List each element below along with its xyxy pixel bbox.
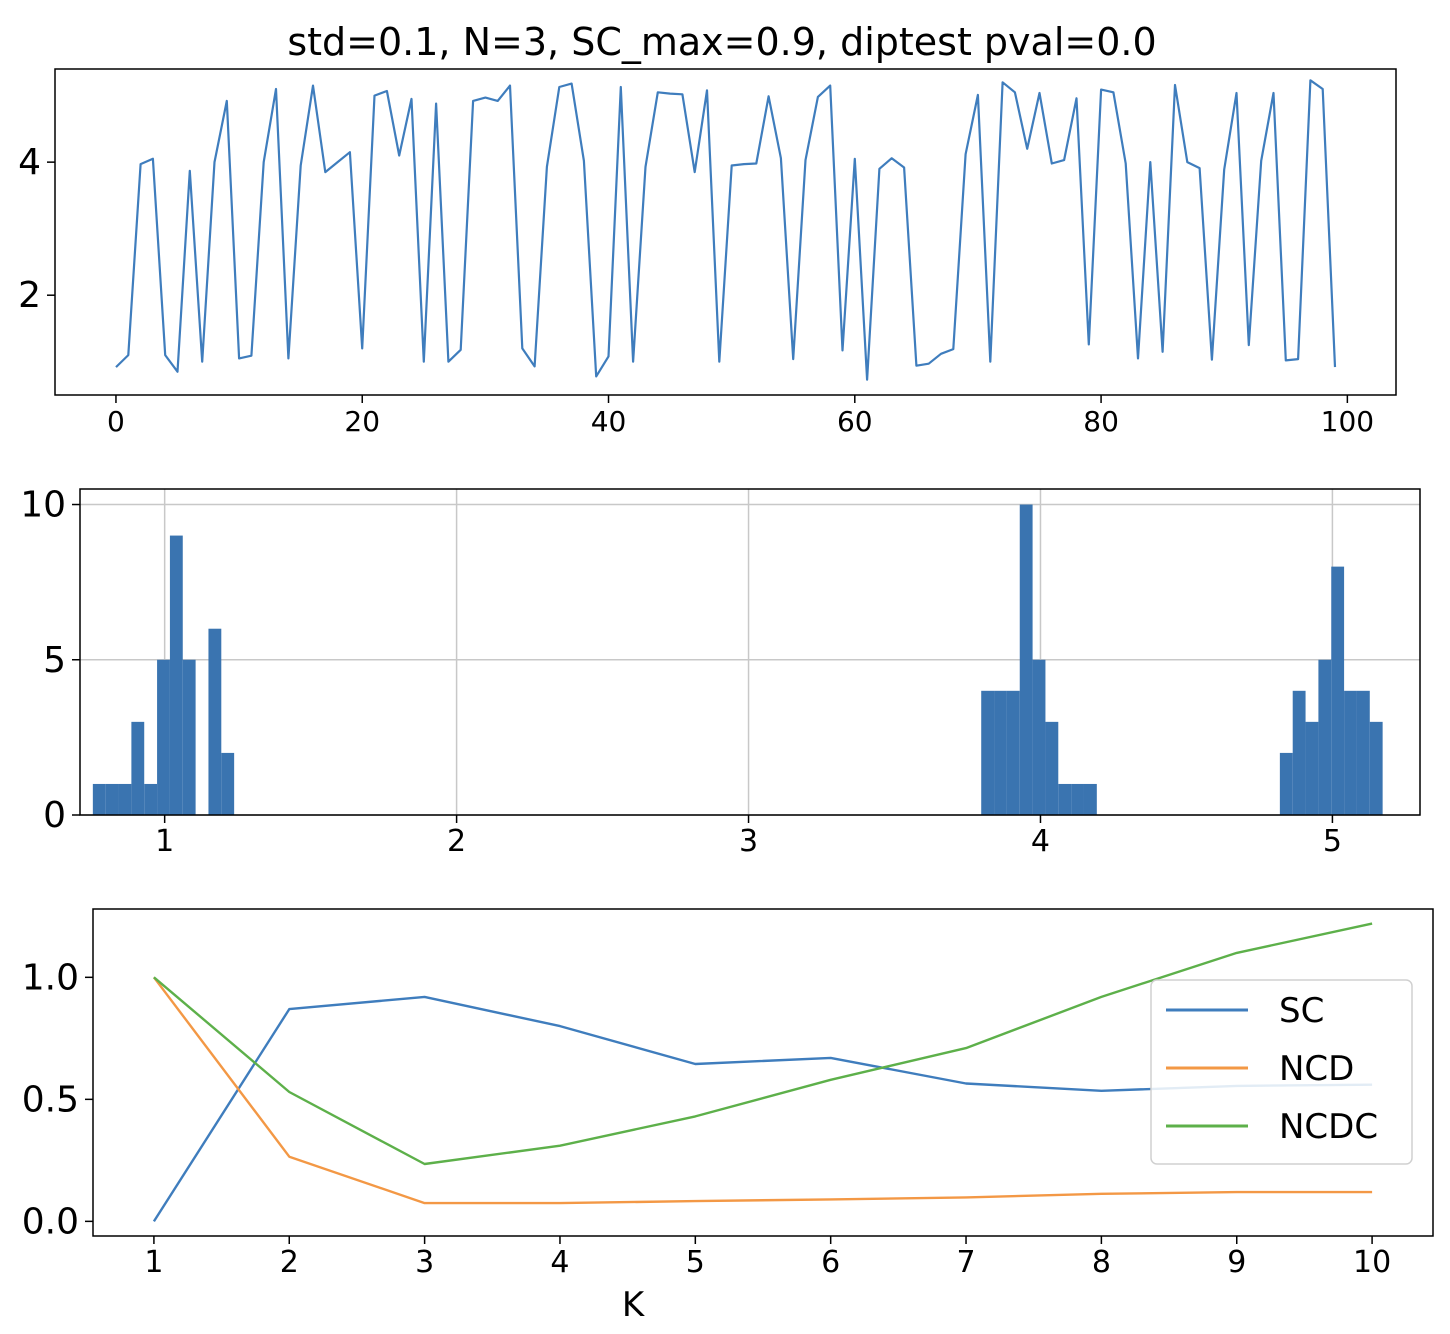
- histogram-bar: [1318, 659, 1332, 815]
- histogram-bar: [157, 659, 170, 815]
- legend: SC NCD NCDC: [1150, 979, 1413, 1165]
- x-tick-label: 20: [344, 405, 380, 438]
- histogram-bar: [105, 783, 119, 815]
- y-tick-label: 2: [18, 275, 41, 316]
- y-tick-label: 4: [18, 142, 41, 183]
- x-tick-label: 2: [280, 1245, 299, 1280]
- series-line-ncdc: [153, 922, 1373, 1166]
- histogram-bar: [1058, 783, 1072, 815]
- legend-box: [1150, 979, 1413, 1165]
- x-tick-label: 1: [155, 824, 174, 859]
- histogram-bar: [92, 783, 106, 815]
- axes-frame: [92, 908, 1434, 1237]
- x-tick-label: 7: [956, 1245, 975, 1280]
- histogram-bar: [1006, 690, 1020, 815]
- x-tick-label: 100: [1321, 405, 1374, 438]
- x-tick-label: 80: [1083, 405, 1119, 438]
- histogram-bar: [208, 628, 222, 815]
- x-tick-label: 1: [144, 1245, 163, 1280]
- y-tick-label: 0.0: [22, 1201, 79, 1242]
- legend-label-ncdc: NCDC: [1279, 1107, 1378, 1147]
- legend-label-sc: SC: [1279, 991, 1324, 1031]
- x-tick-label: 60: [837, 405, 873, 438]
- x-tick-label: 40: [591, 405, 627, 438]
- x-tick-label: 5: [686, 1245, 705, 1280]
- legend-label-ncd: NCD: [1279, 1049, 1354, 1089]
- x-tick-label: 4: [1031, 824, 1050, 859]
- histogram-bar: [1071, 783, 1084, 815]
- y-tick-label: 0.5: [22, 1079, 79, 1120]
- x-tick-label: 5: [1323, 824, 1342, 859]
- series-line-ncd: [152, 976, 1373, 1205]
- histogram-bar: [118, 783, 132, 815]
- histogram-bar: [169, 535, 183, 815]
- histogram-bar: [994, 690, 1007, 815]
- axes-frame: [54, 68, 1397, 396]
- y-tick-label: 10: [20, 485, 66, 526]
- y-tick-label: 5: [43, 640, 66, 681]
- histogram-bar: [221, 752, 235, 815]
- x-tick-label: 3: [415, 1245, 434, 1280]
- x-axis-label: K: [622, 1285, 646, 1325]
- histogram-bar: [1369, 721, 1383, 815]
- histogram-bar: [1279, 752, 1293, 815]
- histogram-bar: [1032, 659, 1046, 815]
- histogram-bar: [1045, 721, 1059, 815]
- histogram-bar: [131, 721, 145, 815]
- histogram-bar: [1019, 504, 1033, 815]
- k-metrics-panel: 1 2 3 4 5 6 7 8 9 10 0.0 0.5 1.0 K SC NCD NCDC: [22, 908, 1434, 1325]
- histogram-bar: [144, 783, 158, 815]
- x-tick-label: 4: [550, 1245, 569, 1280]
- histogram-bar: [182, 659, 196, 815]
- histogram-bar: [1344, 690, 1357, 815]
- y-tick-label: 0: [43, 795, 66, 836]
- figure-title: std=0.1, N=3, SC_max=0.9, diptest pval=0…: [287, 20, 1156, 64]
- x-tick-label: 10: [1353, 1245, 1391, 1280]
- histogram-bar: [1356, 690, 1370, 815]
- histogram-bar: [981, 690, 995, 815]
- signal-line-panel: 0 20 40 60 80 100 2 4: [18, 68, 1397, 438]
- x-tick-label: 2: [447, 824, 466, 859]
- histogram-bar: [1083, 783, 1097, 815]
- x-tick-label: 8: [1092, 1245, 1111, 1280]
- x-tick-label: 6: [821, 1245, 840, 1280]
- y-tick-label: 1.0: [22, 957, 79, 998]
- x-tick-label: 3: [739, 824, 758, 859]
- histogram-panel: 1 2 3 4 5 0 5 10: [20, 485, 1421, 859]
- series-line-signal: [115, 79, 1337, 381]
- x-tick-label: 9: [1227, 1245, 1246, 1280]
- x-tick-label: 0: [107, 405, 125, 438]
- histogram-bar: [1305, 721, 1319, 815]
- axes-frame: [79, 488, 1421, 816]
- histogram-bar: [1292, 690, 1306, 815]
- histogram-bar: [1331, 566, 1345, 815]
